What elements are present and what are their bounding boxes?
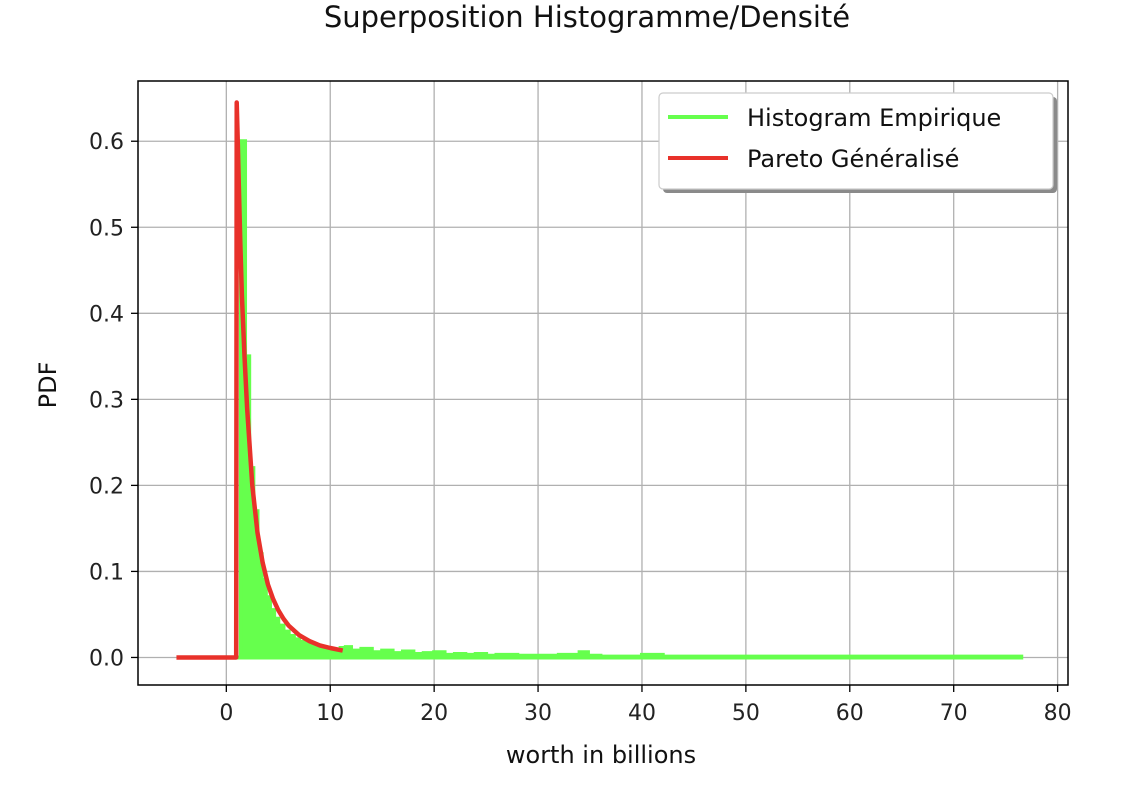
legend-label-histogram: Histogram Empirique — [747, 104, 1001, 132]
x-tick-label: 40 — [628, 701, 656, 726]
x-tick-label: 50 — [732, 701, 760, 726]
legend: Histogram Empirique Pareto Généralisé — [658, 92, 1057, 193]
y-tick-label: 0.6 — [89, 130, 124, 155]
plot-frame — [137, 80, 1069, 686]
x-tick-label: 0 — [219, 701, 233, 726]
legend-box — [658, 92, 1054, 190]
y-tick-label: 0.3 — [89, 388, 124, 413]
x-tick-label: 80 — [1044, 701, 1072, 726]
y-tick-label: 0.0 — [89, 646, 124, 671]
y-tick-label: 0.1 — [89, 560, 124, 585]
x-tick-label: 20 — [420, 701, 448, 726]
y-tick-label: 0.5 — [89, 216, 124, 241]
histogram-series — [236, 139, 1024, 660]
x-tick-label: 30 — [524, 701, 552, 726]
legend-label-pareto: Pareto Généralisé — [747, 145, 959, 173]
x-tick-label: 70 — [940, 701, 968, 726]
chart-title: Superposition Histogramme/Densité — [324, 0, 850, 34]
y-tick-label: 0.2 — [89, 474, 124, 499]
x-axis: 0 10 20 30 40 50 60 70 80 — [219, 685, 1072, 726]
x-axis-title: worth in billions — [506, 741, 696, 769]
y-tick-label: 0.4 — [89, 302, 124, 327]
x-tick-label: 60 — [836, 701, 864, 726]
y-axis: 0.0 0.1 0.2 0.3 0.4 0.5 0.6 — [89, 130, 138, 671]
x-tick-label: 10 — [316, 701, 344, 726]
pareto-density-line — [176, 100, 344, 660]
y-axis-title: PDF — [34, 362, 62, 409]
series-layer — [176, 100, 1024, 660]
